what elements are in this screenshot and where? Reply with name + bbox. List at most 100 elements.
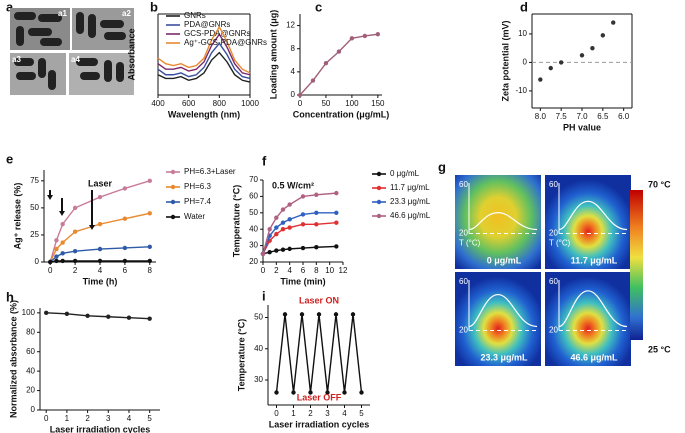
y-axis-title: Ag⁺ release (%) [12,183,22,250]
thermal-caption: 46.6 μg/mL [570,352,618,362]
x-tick-label: 150 [371,99,385,108]
x-tick-label: 2 [274,266,279,275]
y-tick-label: 0 [291,90,296,99]
profile-axis-title: T (°C) [549,239,571,248]
panel-label: e [6,151,13,166]
y-tick-label: 8 [291,44,296,53]
data-point [333,312,339,317]
data-point [267,249,272,255]
annotation: Laser [88,178,113,188]
y-tick-label: 10 [518,29,527,38]
image-label: a4 [71,55,80,64]
data-point [308,390,313,395]
data-point [267,227,272,232]
panel-label: d [520,0,528,14]
data-point [274,225,279,230]
x-tick-label: 8 [148,266,153,275]
data-point [147,316,152,321]
panel-label: c [315,0,322,14]
data-point [334,220,339,225]
legend-label: GNRs [184,11,206,20]
nanorods [14,12,126,90]
series-line [262,221,337,255]
x-tick-label: 0 [44,414,49,423]
x-tick-label: 8 [314,266,319,275]
thermal-caption: 11.7 μg/mL [571,255,618,265]
y-axis-title: Absorbance [126,28,136,80]
series-line [262,245,337,255]
data-point [147,244,152,250]
data-point [72,258,78,264]
data-point [314,222,319,227]
data-point [611,20,616,25]
y-tick-label: 30 [254,375,263,384]
legend-marker [170,214,176,220]
y-tick-label: 75 [30,176,39,185]
data-point [97,246,103,252]
legend-label: PDA@GNRs [184,20,230,29]
data-point [299,312,305,317]
profile-axis-title: T (°C) [459,239,481,248]
data-point [280,207,286,212]
data-point [287,246,292,252]
data-point [590,45,595,51]
y-tick-label: 80 [26,327,35,336]
x-tick-label: 5 [359,409,364,418]
x-tick-label: 1000 [241,99,259,108]
data-point [334,210,339,215]
x-tick-label: 6.0 [618,112,630,121]
x-axis-title: Laser irradiation cycles [269,419,370,429]
data-point [48,259,53,265]
image-label: a3 [12,55,21,64]
panel-label: i [262,288,266,303]
data-point [316,312,322,317]
profile-tick: 60 [549,277,558,286]
data-point [375,32,381,37]
profile-tick: 60 [549,180,558,189]
legend-label: GCS-PDA@GNRs [184,29,250,38]
x-tick-label: 800 [213,99,227,108]
x-tick-label: 4 [342,409,347,418]
legend-marker [170,199,176,205]
thermal-caption: 23.3 μg/mL [480,352,528,362]
series-line [157,25,251,74]
y-tick-label: -10 [515,86,527,95]
y-axis-title: Loading amount (μg) [268,10,278,100]
image-label: a2 [122,9,131,18]
legend-marker [376,213,382,219]
panel-label: f [262,153,267,168]
series-line [157,32,251,76]
x-tick-label: 0 [261,266,266,275]
legend-label: 11.7 μg/mL [390,183,430,192]
series-line [46,312,150,320]
colorbar-label: 25 °C [648,344,671,354]
data-point [54,246,59,252]
panel-label: g [438,159,446,174]
annotation: 0.5 W/cm² [272,180,314,190]
x-axis-title: Time (min) [280,276,325,286]
profile-tick: 20 [549,326,558,335]
x-tick-label: 4 [127,414,132,423]
panel-label: b [150,0,158,14]
x-tick-label: 2 [308,409,313,418]
data-point [310,78,316,83]
data-point [282,312,288,317]
legend-marker [170,169,176,175]
x-axis-title: PH value [563,122,601,132]
profile-tick: 20 [549,229,558,238]
data-point [60,221,65,227]
data-point [323,60,329,66]
y-tick-label: 50 [249,208,258,217]
data-point [54,254,59,259]
temperature-profile [468,293,538,328]
data-point [600,33,606,38]
legend-marker [170,184,176,190]
x-tick-label: 6 [123,266,128,275]
legend-marker [376,171,382,177]
y-tick-label: 0 [35,257,40,266]
x-axis-title: Concentration (μg/mL) [293,109,390,119]
data-point [314,210,319,215]
